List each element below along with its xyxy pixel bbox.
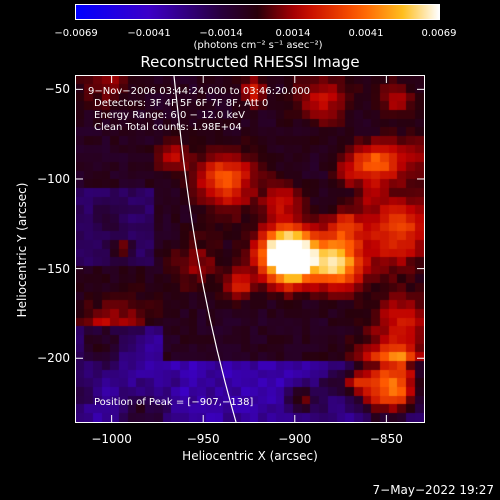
x-tick-label: −950 (186, 432, 220, 446)
colorbar-units: (photons cm⁻² s⁻¹ asec⁻²) (193, 40, 323, 51)
plot-area (75, 75, 425, 423)
colorbar-tick-label: 0.0014 (275, 28, 311, 39)
y-tick-label: −200 (37, 351, 70, 366)
y-tick-label: −50 (44, 82, 70, 97)
heatmap-image (76, 76, 424, 422)
x-tick-label: −900 (278, 432, 312, 446)
peak-position-label: Position of Peak = [−907,−138] (94, 397, 254, 408)
x-tick-label: −850 (369, 432, 403, 446)
y-tick-label: −100 (37, 171, 70, 186)
colorbar-tick-label: 0.0041 (348, 28, 384, 39)
energy-range-label: Energy Range: 6.0 − 12.0 keV (94, 110, 245, 121)
limb-overlay (173, 76, 237, 422)
colorbar-tick-label: −0.0069 (54, 28, 98, 39)
chart-title: Reconstructed RHESSI Image (140, 53, 360, 71)
time-range-label: 9−Nov−2006 03:44:24.000 to 03:46:20.000 (88, 86, 311, 97)
colorbar-tick-label: −0.0041 (127, 28, 171, 39)
colorbar-gradient (75, 4, 440, 20)
colorbar-tick-label: 0.0069 (421, 28, 457, 39)
colorbar-tick-label: −0.0014 (199, 28, 243, 39)
clean-counts-label: Clean Total counts: 1.98E+04 (94, 122, 242, 133)
y-axis-label: Heliocentric Y (arcsec) (15, 182, 29, 318)
x-tick-label: −1000 (91, 432, 132, 446)
detectors-label: Detectors: 3F 4F 5F 6F 7F 8F, Att 0 (94, 98, 269, 109)
timestamp: 7−May−2022 19:27 (372, 483, 495, 497)
y-tick-label: −150 (37, 261, 70, 276)
colorbar (75, 4, 440, 20)
x-axis-label: Heliocentric X (arcsec) (182, 449, 318, 463)
solar-limb-line (173, 76, 237, 422)
